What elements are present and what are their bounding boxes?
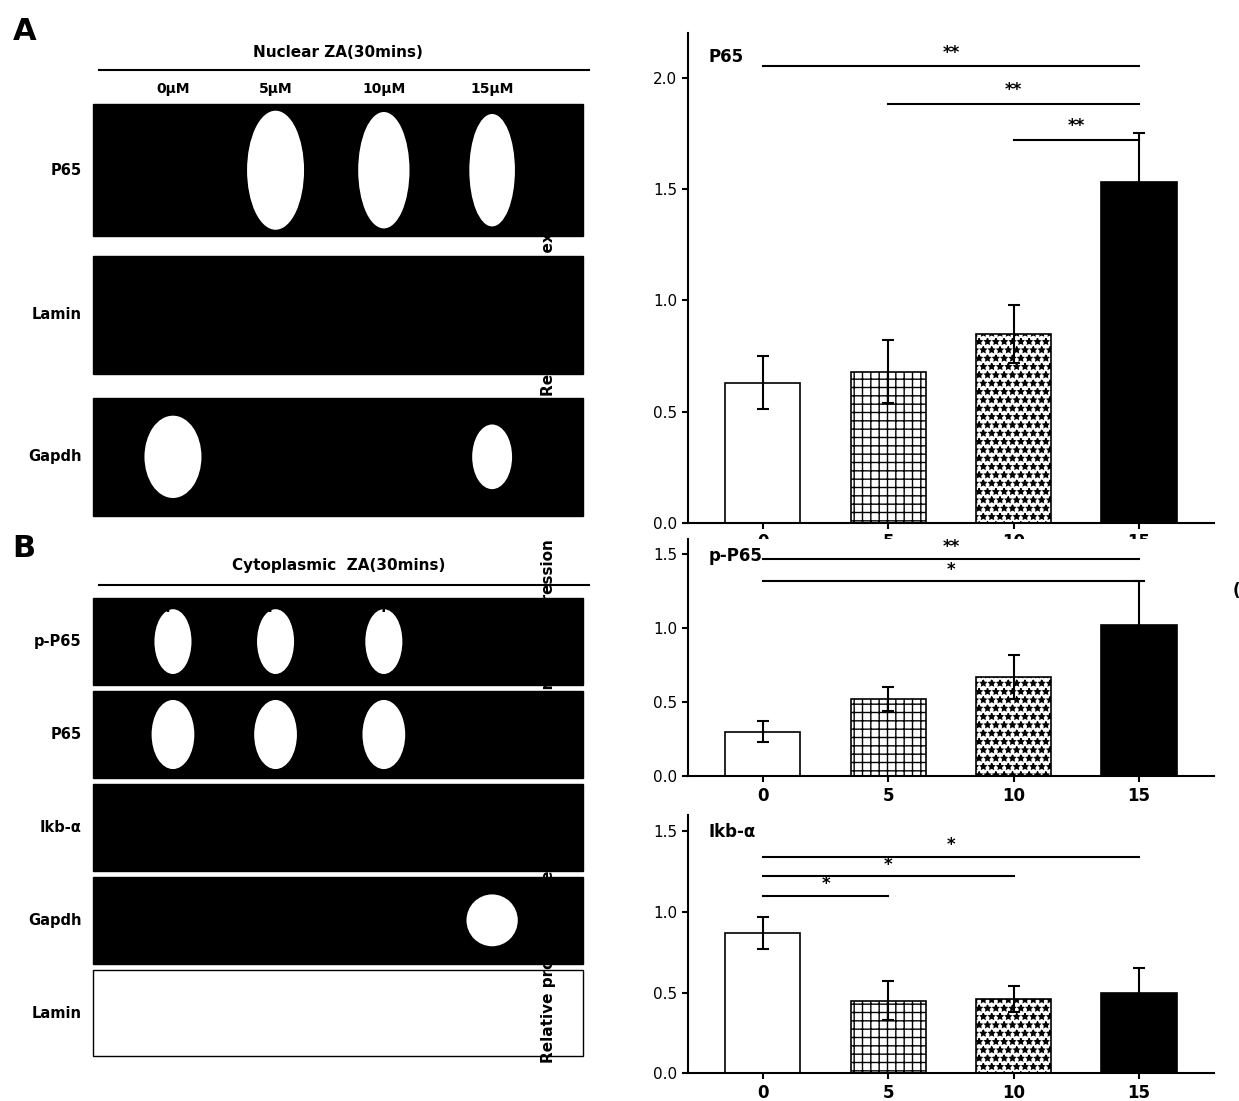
Ellipse shape: [155, 609, 192, 674]
Bar: [1101, 183, 1177, 523]
Bar: [93, 877, 584, 963]
Text: Gapdh: Gapdh: [28, 913, 82, 928]
Text: Gapdh: Gapdh: [28, 449, 82, 465]
Bar: [725, 933, 800, 1073]
Text: Lamin: Lamin: [32, 1005, 82, 1021]
Ellipse shape: [472, 425, 512, 489]
Ellipse shape: [470, 115, 515, 227]
Text: 5μM: 5μM: [259, 599, 292, 612]
Text: **: **: [943, 538, 959, 556]
Text: p-P65: p-P65: [709, 546, 762, 565]
Text: P65: P65: [709, 47, 743, 66]
Text: P65: P65: [51, 163, 82, 177]
Text: *: *: [821, 875, 830, 893]
Text: **: **: [1005, 81, 1022, 99]
Text: p-P65: p-P65: [35, 634, 82, 650]
Text: **: **: [1068, 117, 1085, 135]
Bar: [976, 334, 1051, 523]
Text: 5μM: 5μM: [259, 83, 292, 96]
Ellipse shape: [366, 609, 403, 674]
Text: 15μM: 15μM: [471, 599, 514, 612]
Ellipse shape: [145, 416, 202, 498]
Y-axis label: Relative protein expression: Relative protein expression: [541, 826, 556, 1062]
Text: *: *: [883, 855, 892, 873]
Bar: [976, 677, 1051, 776]
Text: P65: P65: [51, 727, 82, 742]
Text: Lamin: Lamin: [32, 307, 82, 323]
Text: B: B: [12, 534, 36, 563]
Text: (μM): (μM): [1233, 581, 1239, 600]
Ellipse shape: [466, 894, 518, 946]
Ellipse shape: [256, 609, 294, 674]
Text: A: A: [12, 17, 36, 45]
Bar: [976, 999, 1051, 1073]
Ellipse shape: [254, 700, 297, 770]
Text: 10μM: 10μM: [362, 599, 405, 612]
Text: 0μM: 0μM: [156, 599, 190, 612]
Ellipse shape: [358, 112, 410, 228]
Ellipse shape: [363, 700, 405, 770]
Text: 15μM: 15μM: [471, 83, 514, 96]
Text: *: *: [947, 836, 955, 854]
Bar: [93, 691, 584, 777]
Bar: [725, 383, 800, 523]
Ellipse shape: [247, 111, 304, 230]
Text: Ikb-α: Ikb-α: [709, 822, 756, 840]
Text: **: **: [943, 44, 959, 62]
Bar: [93, 105, 584, 237]
Text: *: *: [947, 560, 955, 578]
Text: 10μM: 10μM: [362, 83, 405, 96]
Bar: [1101, 625, 1177, 776]
Y-axis label: Relative protein expression: Relative protein expression: [541, 539, 556, 776]
Text: 0μM: 0μM: [156, 83, 190, 96]
Bar: [93, 599, 584, 685]
Y-axis label: Relative protein expression: Relative protein expression: [541, 160, 556, 396]
Ellipse shape: [151, 700, 195, 770]
Bar: [851, 1001, 926, 1073]
Text: Ikb-α: Ikb-α: [40, 820, 82, 835]
Bar: [851, 371, 926, 523]
Bar: [93, 399, 584, 515]
Text: Cytoplasmic  ZA(30mins): Cytoplasmic ZA(30mins): [232, 558, 445, 574]
Bar: [1101, 993, 1177, 1073]
Bar: [93, 784, 584, 871]
Bar: [851, 699, 926, 776]
Bar: [93, 255, 584, 373]
Text: Nuclear ZA(30mins): Nuclear ZA(30mins): [253, 45, 424, 61]
Bar: [725, 732, 800, 776]
Bar: [93, 970, 584, 1057]
